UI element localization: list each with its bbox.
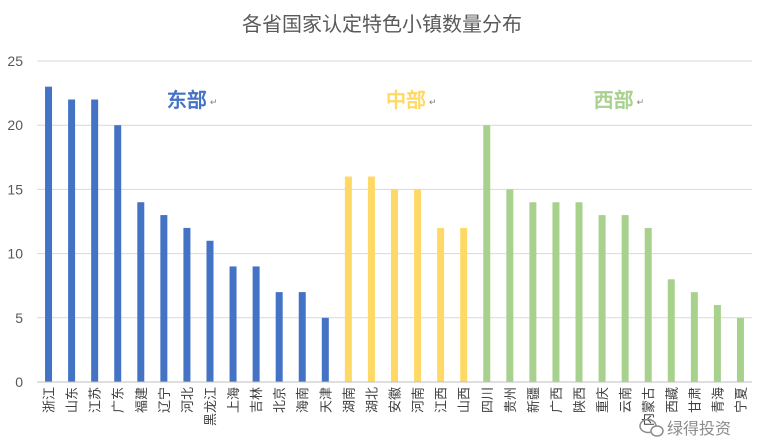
x-category-label: 天津 bbox=[318, 387, 333, 413]
x-category-label: 广西 bbox=[549, 387, 564, 413]
bar bbox=[298, 292, 306, 382]
bar bbox=[575, 202, 583, 382]
x-category-label: 江西 bbox=[434, 387, 449, 413]
bar bbox=[667, 279, 675, 382]
x-category-label: 广东 bbox=[111, 387, 126, 413]
return-mark-icon: ↵ bbox=[429, 97, 437, 107]
x-axis-category-labels: 浙江 山东 江苏 广东 福建 辽宁 河北 黑龙江 上海 吉林 北京 海南 天津 湖南 湖北 安徽 河南 江西 山西四… bbox=[42, 387, 749, 426]
bar bbox=[114, 125, 122, 382]
x-category-label: 海南 bbox=[295, 387, 310, 413]
bar bbox=[391, 189, 398, 382]
x-category-label: 江苏 bbox=[88, 387, 103, 413]
x-category-label: 浙江 bbox=[42, 387, 57, 413]
x-category-label: 辽宁 bbox=[157, 387, 172, 413]
bar bbox=[529, 202, 537, 382]
bar bbox=[344, 176, 352, 382]
bar bbox=[483, 125, 491, 382]
x-category-label: 陕西 bbox=[572, 387, 587, 413]
bar-series bbox=[45, 86, 744, 383]
x-category-label: 贵州 bbox=[503, 387, 518, 413]
x-category-label: 西藏 bbox=[664, 387, 679, 413]
bar bbox=[229, 266, 237, 382]
chart-title: 各省国家认定特色小镇数量分布 bbox=[242, 13, 522, 36]
y-tick-label: 25 bbox=[7, 53, 23, 69]
bar bbox=[321, 317, 329, 382]
x-category-label: 黑龙江 bbox=[203, 387, 218, 426]
region-labels: 东部 ↵ 中部 ↵ 西部 ↵ bbox=[167, 88, 644, 112]
bar bbox=[414, 189, 422, 382]
x-category-label: 内蒙古 bbox=[641, 387, 656, 426]
bar bbox=[252, 266, 260, 382]
x-category-label: 新疆 bbox=[526, 387, 541, 413]
return-mark-icon: ↵ bbox=[637, 97, 645, 107]
bar bbox=[91, 99, 99, 383]
region-label: 东部 bbox=[167, 88, 207, 112]
bar bbox=[460, 227, 468, 382]
x-category-label: 四川 bbox=[480, 387, 495, 413]
bar bbox=[183, 227, 191, 382]
x-category-label: 河南 bbox=[411, 387, 426, 413]
wechat-icon bbox=[639, 418, 664, 437]
bar bbox=[437, 227, 445, 382]
bar bbox=[68, 99, 76, 383]
bar bbox=[690, 292, 698, 382]
y-tick-label: 5 bbox=[15, 310, 23, 326]
x-category-label: 河北 bbox=[180, 387, 195, 413]
y-tick-label: 0 bbox=[15, 374, 23, 390]
bar bbox=[160, 215, 168, 382]
y-tick-label: 15 bbox=[7, 181, 23, 197]
x-category-label: 甘肃 bbox=[687, 387, 702, 413]
x-category-label: 吉林 bbox=[249, 387, 264, 413]
x-category-label: 湖南 bbox=[341, 387, 356, 413]
bar bbox=[275, 292, 283, 382]
region-label: 中部 bbox=[386, 88, 426, 112]
bar bbox=[644, 227, 652, 382]
bar bbox=[736, 317, 744, 382]
x-category-label: 安徽 bbox=[388, 387, 403, 413]
y-tick-label: 20 bbox=[7, 117, 23, 133]
x-category-label: 湖北 bbox=[364, 387, 379, 413]
y-tick-label: 10 bbox=[7, 246, 23, 262]
x-category-label: 上海 bbox=[226, 387, 241, 413]
watermark-text: 绿得投资 bbox=[667, 420, 731, 438]
bar bbox=[137, 202, 145, 382]
x-category-label: 山东 bbox=[65, 387, 80, 413]
x-category-label: 北京 bbox=[272, 387, 287, 413]
x-category-label: 宁夏 bbox=[733, 387, 748, 413]
bar bbox=[713, 304, 721, 382]
y-axis-ticks: 0 5 10 15 20 25 bbox=[7, 53, 23, 390]
bar bbox=[206, 240, 214, 382]
x-category-label: 重庆 bbox=[595, 387, 610, 413]
watermark: 绿得投资 bbox=[639, 418, 731, 438]
bar bbox=[621, 215, 629, 382]
bar bbox=[45, 86, 53, 383]
x-category-label: 山西 bbox=[457, 387, 472, 413]
return-mark-icon: ↵ bbox=[210, 97, 218, 107]
region-label: 西部 bbox=[594, 88, 634, 112]
bar bbox=[552, 202, 560, 382]
x-category-label: 云南 bbox=[618, 387, 633, 413]
bar bbox=[598, 215, 606, 382]
x-category-label: 福建 bbox=[134, 387, 149, 413]
bar bbox=[506, 189, 514, 382]
bar bbox=[367, 176, 375, 382]
x-category-label: 青海 bbox=[710, 387, 725, 413]
